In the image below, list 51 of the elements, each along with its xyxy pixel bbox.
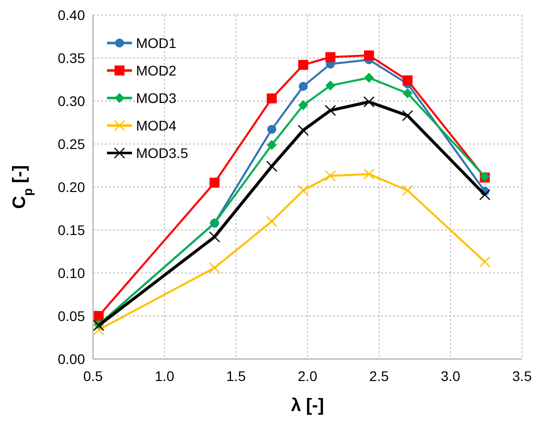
- y-tick-label: 0.10: [58, 265, 86, 281]
- point: [298, 82, 308, 91]
- x-tick-label: 2.0: [298, 368, 318, 384]
- point: [402, 184, 414, 196]
- x-axis-title: λ [-]: [291, 395, 324, 415]
- point: [325, 80, 336, 91]
- point: [402, 88, 413, 98]
- y-tick-label: 0.20: [58, 179, 86, 195]
- point: [208, 231, 220, 242]
- point: [479, 256, 490, 268]
- point: [298, 124, 309, 136]
- y-tick-label: 0.05: [58, 308, 86, 324]
- point: [298, 100, 308, 110]
- y-tick-label: 0.15: [58, 222, 86, 238]
- y-tick-label: 0.40: [58, 7, 86, 23]
- point: [298, 60, 308, 70]
- x-tick-label: 3.0: [440, 368, 460, 384]
- x-tick-label: 3.5: [512, 368, 532, 384]
- x-tick-label: 0.5: [83, 368, 103, 384]
- point: [266, 93, 277, 104]
- point: [325, 52, 336, 62]
- legend-label: MOD3.5: [136, 145, 188, 161]
- x-tick-label: 1.5: [226, 368, 246, 384]
- point: [324, 170, 336, 182]
- y-tick-label: 0.00: [58, 351, 86, 367]
- legend-label: MOD4: [136, 118, 177, 134]
- point: [208, 262, 220, 274]
- point: [266, 160, 278, 172]
- point: [364, 50, 374, 60]
- point: [402, 110, 414, 122]
- point: [479, 189, 490, 200]
- y-tick-label: 0.30: [58, 93, 86, 109]
- point: [210, 178, 220, 188]
- y-tick-label: 0.35: [58, 50, 86, 66]
- y-tick-label: 0.25: [58, 136, 86, 152]
- point: [266, 216, 278, 227]
- point: [363, 96, 375, 108]
- legend-label: MOD1: [136, 35, 177, 51]
- point: [267, 124, 276, 134]
- point: [363, 168, 375, 180]
- point: [266, 140, 277, 150]
- point: [324, 104, 336, 116]
- point: [298, 184, 309, 196]
- point: [402, 75, 413, 86]
- point: [94, 311, 104, 321]
- x-tick-label: 1.0: [154, 368, 174, 384]
- legend-label: MOD3: [136, 90, 177, 106]
- point: [364, 72, 374, 83]
- legend-label: MOD2: [136, 62, 177, 78]
- point: [93, 324, 104, 336]
- x-tick-label: 2.5: [369, 368, 389, 384]
